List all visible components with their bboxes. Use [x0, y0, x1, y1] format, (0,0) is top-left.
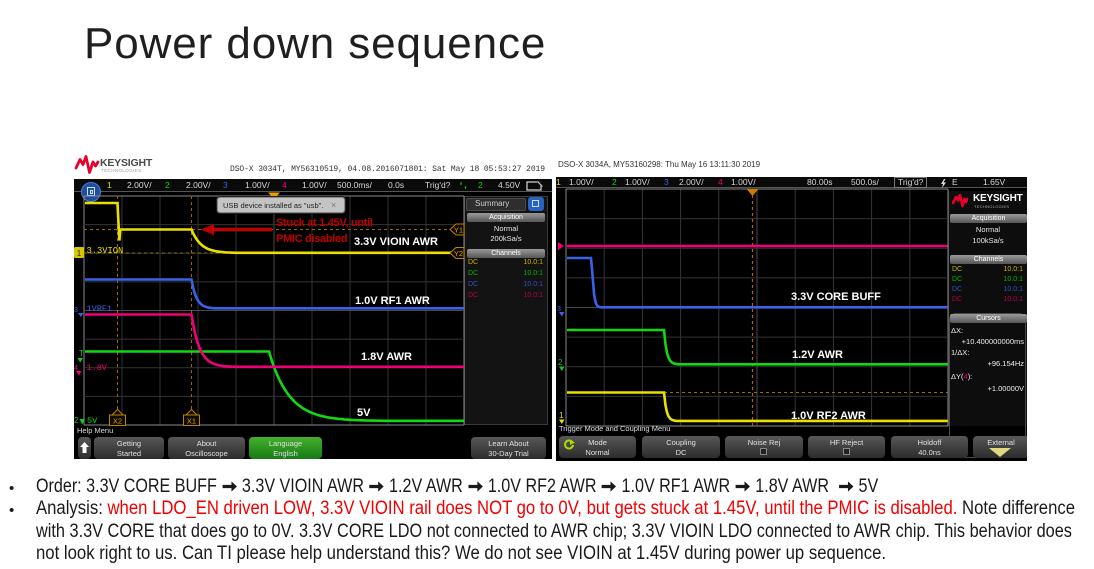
svg-text:X1: X1 — [187, 417, 196, 426]
svg-text:3: 3 — [74, 307, 78, 314]
svg-text:T: T — [79, 349, 84, 358]
svg-text:1: 1 — [559, 411, 564, 420]
svg-text:Y2: Y2 — [454, 249, 463, 258]
svg-text:3: 3 — [557, 306, 561, 313]
svg-text:2: 2 — [74, 416, 79, 425]
svg-text:X2: X2 — [113, 417, 122, 426]
svg-text:2: 2 — [558, 358, 563, 367]
svg-text:4: 4 — [74, 365, 78, 372]
svg-text:1: 1 — [77, 249, 82, 258]
svg-text:Y1: Y1 — [454, 226, 463, 235]
